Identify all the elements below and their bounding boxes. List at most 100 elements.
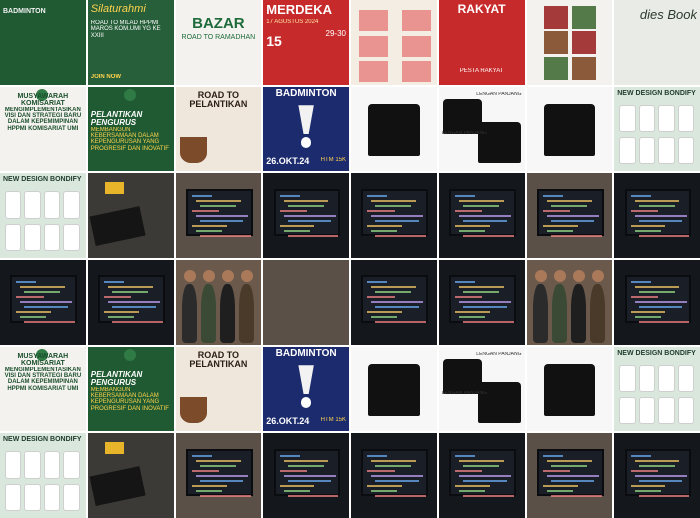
grid-tile-post-pelantikan-pengurus-2[interactable]: PELANTIKAN PENGURUS MEMBANGUN KEBERSAMAAN… — [87, 346, 174, 432]
tile-text: MEMBANGUN KEBERSAMAAN DALAM KEPENGURUSAN… — [90, 126, 169, 152]
grid-tile-post-badminton[interactable]: BADMINTON 26.OKT.24 HTM 15K — [263, 86, 349, 172]
code-line — [630, 224, 666, 227]
code-line — [375, 494, 427, 497]
grid-tile-post-musyawarah-komisariat-2[interactable]: MUSYAWARAH KOMISARIAT MENGIMPLEMENTASIKAN… — [0, 346, 86, 432]
grid-tile-post-new-design-bondify-3[interactable]: NEW DESIGN BONDIFY — [614, 346, 700, 432]
head-shape — [591, 270, 604, 283]
code-line — [367, 469, 395, 472]
grid-tile-post-road-to-pelantikan-2[interactable]: ROAD TO PELANTIKAN — [175, 346, 262, 432]
grid-tile-photo-dark-screen-2[interactable] — [438, 433, 525, 518]
grid-tile-photo-laptop-code-2[interactable] — [351, 433, 437, 518]
grid-tile-post-road-to-pelantikan[interactable]: ROAD TO PELANTIKAN — [175, 86, 262, 172]
grid-tile-photo-black-tshirt-2[interactable] — [351, 346, 437, 432]
grid-tile-photo-monitor-code-2[interactable] — [87, 260, 174, 345]
tile-text: HTM 15K — [320, 416, 346, 423]
tile-text: NEW DESIGN BONDIFY — [3, 176, 82, 184]
grid-tile-photo-keyboard-desk-2[interactable] — [87, 433, 174, 518]
code-line — [279, 484, 315, 487]
code-line — [112, 306, 156, 309]
phone-mockup — [5, 191, 22, 219]
collage-photo — [543, 56, 568, 80]
grid-tile-photo-code-editor[interactable] — [614, 173, 700, 258]
grid-tile-photo-monitor-site[interactable] — [526, 173, 613, 258]
grid-tile-post-pelantikan-pengurus[interactable]: PELANTIKAN PENGURUS MEMBANGUN KEBERSAMAAN… — [87, 86, 174, 172]
tile-text: BADMINTON — [3, 8, 46, 15]
grid-tile-photo-keyboard-desk[interactable] — [87, 173, 174, 258]
code-line — [638, 494, 690, 497]
code-line — [367, 281, 388, 284]
code-line — [459, 489, 486, 492]
grid-tile-post-badminton-2[interactable]: BADMINTON 26.OKT.24 HTM 15K — [263, 346, 349, 432]
code-line — [375, 479, 419, 482]
device-shape — [104, 181, 124, 194]
grid-tile-post-bazar-road-to-ramadhan[interactable]: BAZAR ROAD TO RAMADHAN — [175, 0, 262, 85]
phone-mockup — [5, 483, 22, 511]
tile-text: MENGIMPLEMENTASIKAN VISI DAN STRATEGI BA… — [4, 106, 82, 132]
code-line — [16, 311, 52, 314]
code-line — [455, 209, 483, 212]
phone-mockup — [658, 364, 675, 392]
grid-tile-photo-tshirt-back[interactable] — [526, 86, 613, 172]
monitor-screen — [273, 448, 341, 496]
grid-tile-photo-room-monitor[interactable] — [263, 260, 349, 345]
tshirt-shape — [443, 358, 482, 395]
head-shape — [572, 270, 585, 283]
grid-tile-photo-team-laptop[interactable] — [175, 260, 262, 345]
grid-tile-post-musyawarah-komisariat[interactable]: MUSYAWARAH KOMISARIAT MENGIMPLEMENTASIKAN… — [0, 86, 86, 172]
grid-tile-photo-tshirt-set-2[interactable]: LENGAN PANJANG LENGAN PANJANG — [438, 346, 525, 432]
code-line — [287, 234, 339, 237]
tile-text: JOIN NOW — [90, 74, 122, 80]
tile-text: HTM 15K — [320, 156, 346, 163]
code-line — [371, 316, 398, 319]
code-line — [455, 296, 483, 299]
code-line — [199, 494, 251, 497]
head-shape — [240, 270, 253, 283]
code-line — [546, 229, 573, 232]
emblem-logo — [123, 348, 136, 361]
grid-tile-photo-monitor-site-2[interactable] — [526, 433, 613, 518]
code-line — [108, 301, 161, 304]
phone-mockup — [638, 104, 656, 132]
grid-tile-post-silaturahmi[interactable]: Silaturahmi ROAD TO MILAD HPPMI MAROS KOM… — [87, 0, 174, 85]
grid-tile-post-new-design-bondify-4[interactable]: NEW DESIGN BONDIFY — [0, 433, 86, 518]
grid-tile-post-lomba-list[interactable] — [351, 0, 437, 85]
grid-tile-photo-code-monitor[interactable] — [263, 173, 349, 258]
grid-tile-photo-code-editor-2[interactable] — [614, 433, 700, 518]
grid-tile-photo-laptop-code[interactable] — [351, 173, 437, 258]
grid-tile-photo-editor-screen[interactable] — [351, 260, 437, 345]
code-line — [463, 494, 514, 497]
grid-tile-photo-code-monitor-2[interactable] — [263, 433, 349, 518]
grid-tile-photo-laptop-desk[interactable] — [175, 173, 262, 258]
code-line — [191, 209, 220, 212]
code-line — [459, 474, 512, 477]
phone-mockup — [5, 223, 22, 251]
grid-tile-photo-black-tshirt[interactable] — [351, 86, 437, 172]
grid-tile-post-dies-book[interactable]: dies Book — [614, 0, 700, 85]
grid-tile-photo-laptop-desk-2[interactable] — [175, 433, 262, 518]
grid-tile-photo-code-screen-2[interactable] — [438, 260, 525, 345]
code-line — [634, 459, 680, 462]
grid-tile-post-new-design-bondify-2[interactable]: NEW DESIGN BONDIFY — [0, 173, 86, 258]
grid-tile-photo-dark-screen[interactable] — [438, 173, 525, 258]
code-line — [191, 194, 212, 197]
code-line — [455, 194, 476, 197]
grid-tile-photo-tshirt-set[interactable]: LENGAN PANJANG LENGAN PANJANG — [438, 86, 525, 172]
code-line — [287, 204, 324, 207]
collage-photo — [543, 31, 568, 55]
grid-tile-post-road-to-milad-jalan[interactable]: BADMINTON — [0, 0, 86, 85]
tshirt-shape — [368, 103, 420, 157]
grid-tile-photo-monitor-code[interactable] — [0, 260, 86, 345]
grid-tile-post-merdeka[interactable]: MERDEKA 17 AGUSTUS 2024 15 29-30 — [263, 0, 349, 85]
tile-text: MUSYAWARAH KOMISARIAT — [17, 352, 69, 367]
grid-tile-post-new-design-bondify[interactable]: NEW DESIGN BONDIFY — [614, 86, 700, 172]
grid-tile-post-rakyat[interactable]: RAKYAT PESTA RAKYAT — [438, 0, 525, 85]
grid-tile-photo-code-laptop-night[interactable] — [614, 260, 700, 345]
code-line — [195, 229, 222, 232]
grid-tile-photo-group-team[interactable] — [526, 260, 613, 345]
grid-tile-post-dokumentasi-collage[interactable] — [526, 0, 613, 85]
code-line — [634, 286, 680, 289]
grid-tile-photo-tshirt-back-2[interactable] — [526, 346, 613, 432]
shuttlecock-shape — [298, 365, 314, 395]
tile-text: PELANTIKAN PENGURUS — [90, 110, 143, 128]
